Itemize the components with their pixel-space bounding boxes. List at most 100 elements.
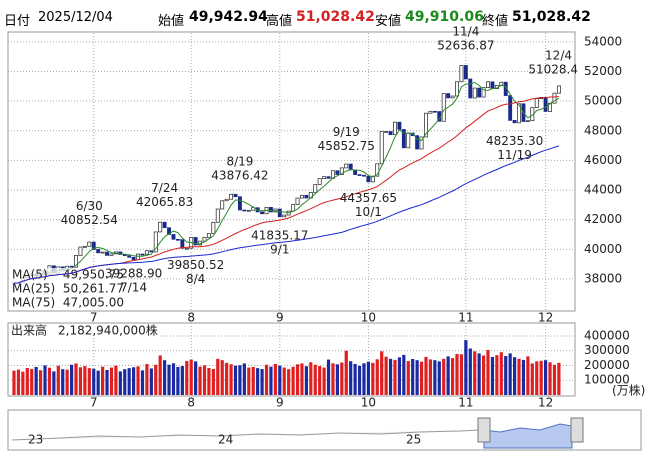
volume-bar <box>194 361 198 395</box>
candle-body <box>419 136 424 150</box>
candle-body <box>82 245 87 248</box>
volume-bar <box>114 365 118 395</box>
y-tick-label: 42000 <box>584 212 622 226</box>
candle-body <box>162 221 167 229</box>
volume-bar <box>495 355 499 395</box>
volume-bar <box>539 360 543 395</box>
annotation-date: 9/19 <box>333 125 360 139</box>
candle-body <box>455 81 459 97</box>
candle-body <box>397 121 402 130</box>
x-tick-label: 12 <box>538 396 553 410</box>
volume-bar <box>238 365 242 395</box>
volume-bar <box>78 367 83 395</box>
volume-bar <box>397 357 402 395</box>
x-tick-label: 11 <box>458 396 473 410</box>
volume-bar <box>251 366 255 395</box>
candle-body <box>242 209 247 212</box>
candle-body <box>375 163 380 177</box>
legend-name: MA(25) <box>12 282 55 296</box>
volume-bar <box>154 364 158 395</box>
candle-body <box>366 175 371 183</box>
candle-body <box>202 237 207 242</box>
header: 日付 2025/12/04 始値 49,942.94 高値 51,028.42 … <box>4 6 649 29</box>
annotation-value: 40852.54 <box>61 213 118 227</box>
candle-body <box>339 167 344 175</box>
value: 51,028.42 <box>296 9 375 25</box>
volume-bar <box>504 356 508 395</box>
volume-bar <box>225 362 229 395</box>
volume-bar <box>517 358 521 395</box>
volume-unit: (万株) <box>612 383 645 398</box>
volume-bar <box>473 351 477 395</box>
volume-bar <box>198 366 202 395</box>
y-tick-label: 400000 <box>584 328 630 342</box>
candle-body <box>153 231 158 253</box>
candle-body <box>180 239 185 249</box>
nav-label: 24 <box>218 433 233 447</box>
volume-bar <box>123 369 127 395</box>
candle-body <box>362 174 366 177</box>
x-tick-label: 7 <box>90 396 98 410</box>
volume-bar <box>322 367 326 395</box>
volume-bar <box>69 364 74 395</box>
candle-body <box>450 95 455 99</box>
volume-bar <box>260 369 264 395</box>
volume-bar <box>331 363 335 395</box>
candle-body <box>441 93 446 122</box>
volume-bar <box>216 358 220 395</box>
annotation-value: 51028.4 <box>528 62 578 76</box>
navigator-handle[interactable] <box>477 417 491 443</box>
candle-body <box>525 120 530 123</box>
volume-bar <box>486 350 490 395</box>
y-tick-label: 300000 <box>584 343 630 357</box>
volume-bar <box>158 355 162 395</box>
volume-bar <box>375 359 379 395</box>
volume-bar <box>278 365 282 395</box>
candle-body <box>105 251 109 256</box>
volume-bar <box>185 361 189 395</box>
volume-bar <box>287 369 291 395</box>
volume-bar <box>233 365 238 395</box>
candle-body <box>131 256 136 260</box>
candle-body <box>406 132 411 149</box>
volume-bar <box>481 355 486 395</box>
annotation-value: 52636.87 <box>437 39 494 53</box>
candle-body <box>184 247 189 250</box>
volume-bar <box>96 370 100 395</box>
volume-bar <box>450 358 455 395</box>
volume-bar <box>468 348 472 395</box>
volume-bar <box>300 363 304 395</box>
volume-bar <box>47 367 52 395</box>
volume-bar <box>52 371 56 395</box>
x-tick-label: 7 <box>90 311 98 325</box>
label: 日付 <box>4 14 31 29</box>
volume-bar <box>202 365 207 395</box>
legend-value: 50,261.77 <box>63 282 124 296</box>
candle-body <box>393 121 397 136</box>
annotation-date: 9/1 <box>270 243 289 257</box>
volume-bar <box>189 359 193 395</box>
ma-line <box>13 81 560 284</box>
annotation-date: 6/30 <box>76 199 103 213</box>
volume-bar <box>366 361 370 395</box>
value: 51,028.42 <box>512 9 591 25</box>
candle-body <box>486 81 490 88</box>
navigator-range <box>483 423 573 449</box>
candle-body <box>100 251 105 254</box>
candle-body <box>206 233 211 238</box>
candle-body <box>534 98 539 109</box>
navigator-handle[interactable] <box>570 417 584 443</box>
x-tick-label: 9 <box>276 396 284 410</box>
candle-body <box>370 175 375 183</box>
candle-body <box>291 204 296 212</box>
candle-body <box>158 221 163 233</box>
volume-bar <box>313 364 317 395</box>
volume-bar <box>105 369 109 395</box>
volume-bar <box>109 367 114 395</box>
label: 安値 <box>375 14 402 29</box>
candle-body <box>472 87 477 99</box>
annotation-date: 12/4 <box>545 48 572 62</box>
value: 2025/12/04 <box>38 10 113 25</box>
volume-bar <box>247 367 251 395</box>
candle-body <box>384 131 389 133</box>
